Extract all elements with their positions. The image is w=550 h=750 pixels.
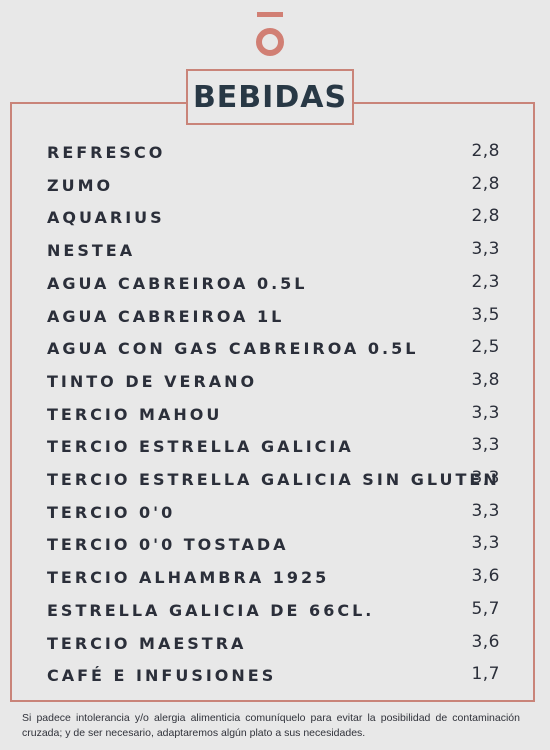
menu-item-name: TERCIO MAHOU xyxy=(47,404,223,424)
menu-item-price: 3,3 xyxy=(471,435,500,456)
menu-item-name: NESTEA xyxy=(47,241,136,261)
menu-item-name: TERCIO 0'0 TOSTADA xyxy=(47,535,289,555)
menu-item: AGUA CON GAS CABREIROA 0.5L 2,5 xyxy=(47,336,500,360)
menu-item-price: 3,3 xyxy=(471,239,500,260)
menu-item-price: 3,3 xyxy=(471,533,500,554)
menu-item-price: 3,5 xyxy=(471,304,500,325)
menu-item-name: AGUA CON GAS CABREIROA 0.5L xyxy=(47,339,419,359)
menu-item: TERCIO 0'0 3,3 xyxy=(47,500,500,524)
menu-item-name: CAFÉ E INFUSIONES xyxy=(47,666,277,686)
menu-item: REFRESCO 2,8 xyxy=(47,140,500,164)
menu-item-name: TERCIO MAESTRA xyxy=(47,633,247,653)
menu-item-price: 2,8 xyxy=(471,141,500,161)
menu-item-price: 2,8 xyxy=(471,206,500,227)
menu-item: ZUMO 2,8 xyxy=(47,173,500,197)
menu-item: ESTRELLA GALICIA DE 66CL. 5,7 xyxy=(47,598,500,622)
menu-item-name: TERCIO ALHAMBRA 1925 xyxy=(47,568,330,588)
menu-item-price: 5,7 xyxy=(471,598,500,619)
menu-item: AGUA CABREIROA 1L 3,5 xyxy=(47,304,500,328)
menu-item: TERCIO MAHOU 3,3 xyxy=(47,402,500,426)
menu-item-price: 3,6 xyxy=(471,566,500,587)
menu-item-name: TINTO DE VERANO xyxy=(47,371,258,391)
menu-item-price: 3,3 xyxy=(471,500,500,521)
menu-item-price: 3,6 xyxy=(471,631,500,652)
menu-item-name: AQUARIUS xyxy=(47,208,165,228)
menu-item-price: 2,5 xyxy=(471,337,500,358)
menu-item: TINTO DE VERANO 3,8 xyxy=(47,369,500,393)
menu-item-name: TERCIO ESTRELLA GALICIA SIN GLUTEN xyxy=(47,470,500,489)
menu-item-name: TERCIO 0'0 xyxy=(47,502,176,522)
menu-item: TERCIO ESTRELLA GALICIA SIN GLUTEN 3,3 xyxy=(47,467,500,491)
menu-item-price: 2,3 xyxy=(471,271,500,292)
menu-item-price: 1,7 xyxy=(471,664,500,685)
menu-item: TERCIO ALHAMBRA 1925 3,6 xyxy=(47,565,500,589)
menu-item-name: TERCIO ESTRELLA GALICIA xyxy=(47,437,354,457)
menu-item: TERCIO MAESTRA 3,6 xyxy=(47,631,500,655)
menu-item-name: ESTRELLA GALICIA DE 66CL. xyxy=(47,600,375,620)
o-macron-logo-icon xyxy=(254,12,286,62)
menu-item: NESTEA 3,3 xyxy=(47,238,500,262)
menu-item-price: 3,3 xyxy=(471,402,500,423)
menu-title-text: BEBIDAS xyxy=(192,79,348,115)
menu-item: TERCIO ESTRELLA GALICIA 3,3 xyxy=(47,434,500,458)
menu-item: CAFÉ E INFUSIONES 1,7 xyxy=(47,663,500,687)
menu-item-price: 2,8 xyxy=(471,173,500,194)
allergy-notice: Si padece intolerancia y/o alergia alime… xyxy=(22,712,520,739)
menu-item-price: 3,8 xyxy=(471,369,500,390)
menu-title: BEBIDAS xyxy=(186,69,354,125)
menu-item-name: AGUA CABREIROA 1L xyxy=(47,306,285,326)
menu-item: AQUARIUS 2,8 xyxy=(47,205,500,229)
menu-item-name: ZUMO xyxy=(47,175,114,195)
menu-item: TERCIO 0'0 TOSTADA 3,3 xyxy=(47,532,500,556)
menu-item: AGUA CABREIROA 0.5L 2,3 xyxy=(47,271,500,295)
menu-item-price: 3,3 xyxy=(471,468,500,488)
menu-item-name: REFRESCO xyxy=(47,143,166,162)
menu-item-name: AGUA CABREIROA 0.5L xyxy=(47,273,308,293)
